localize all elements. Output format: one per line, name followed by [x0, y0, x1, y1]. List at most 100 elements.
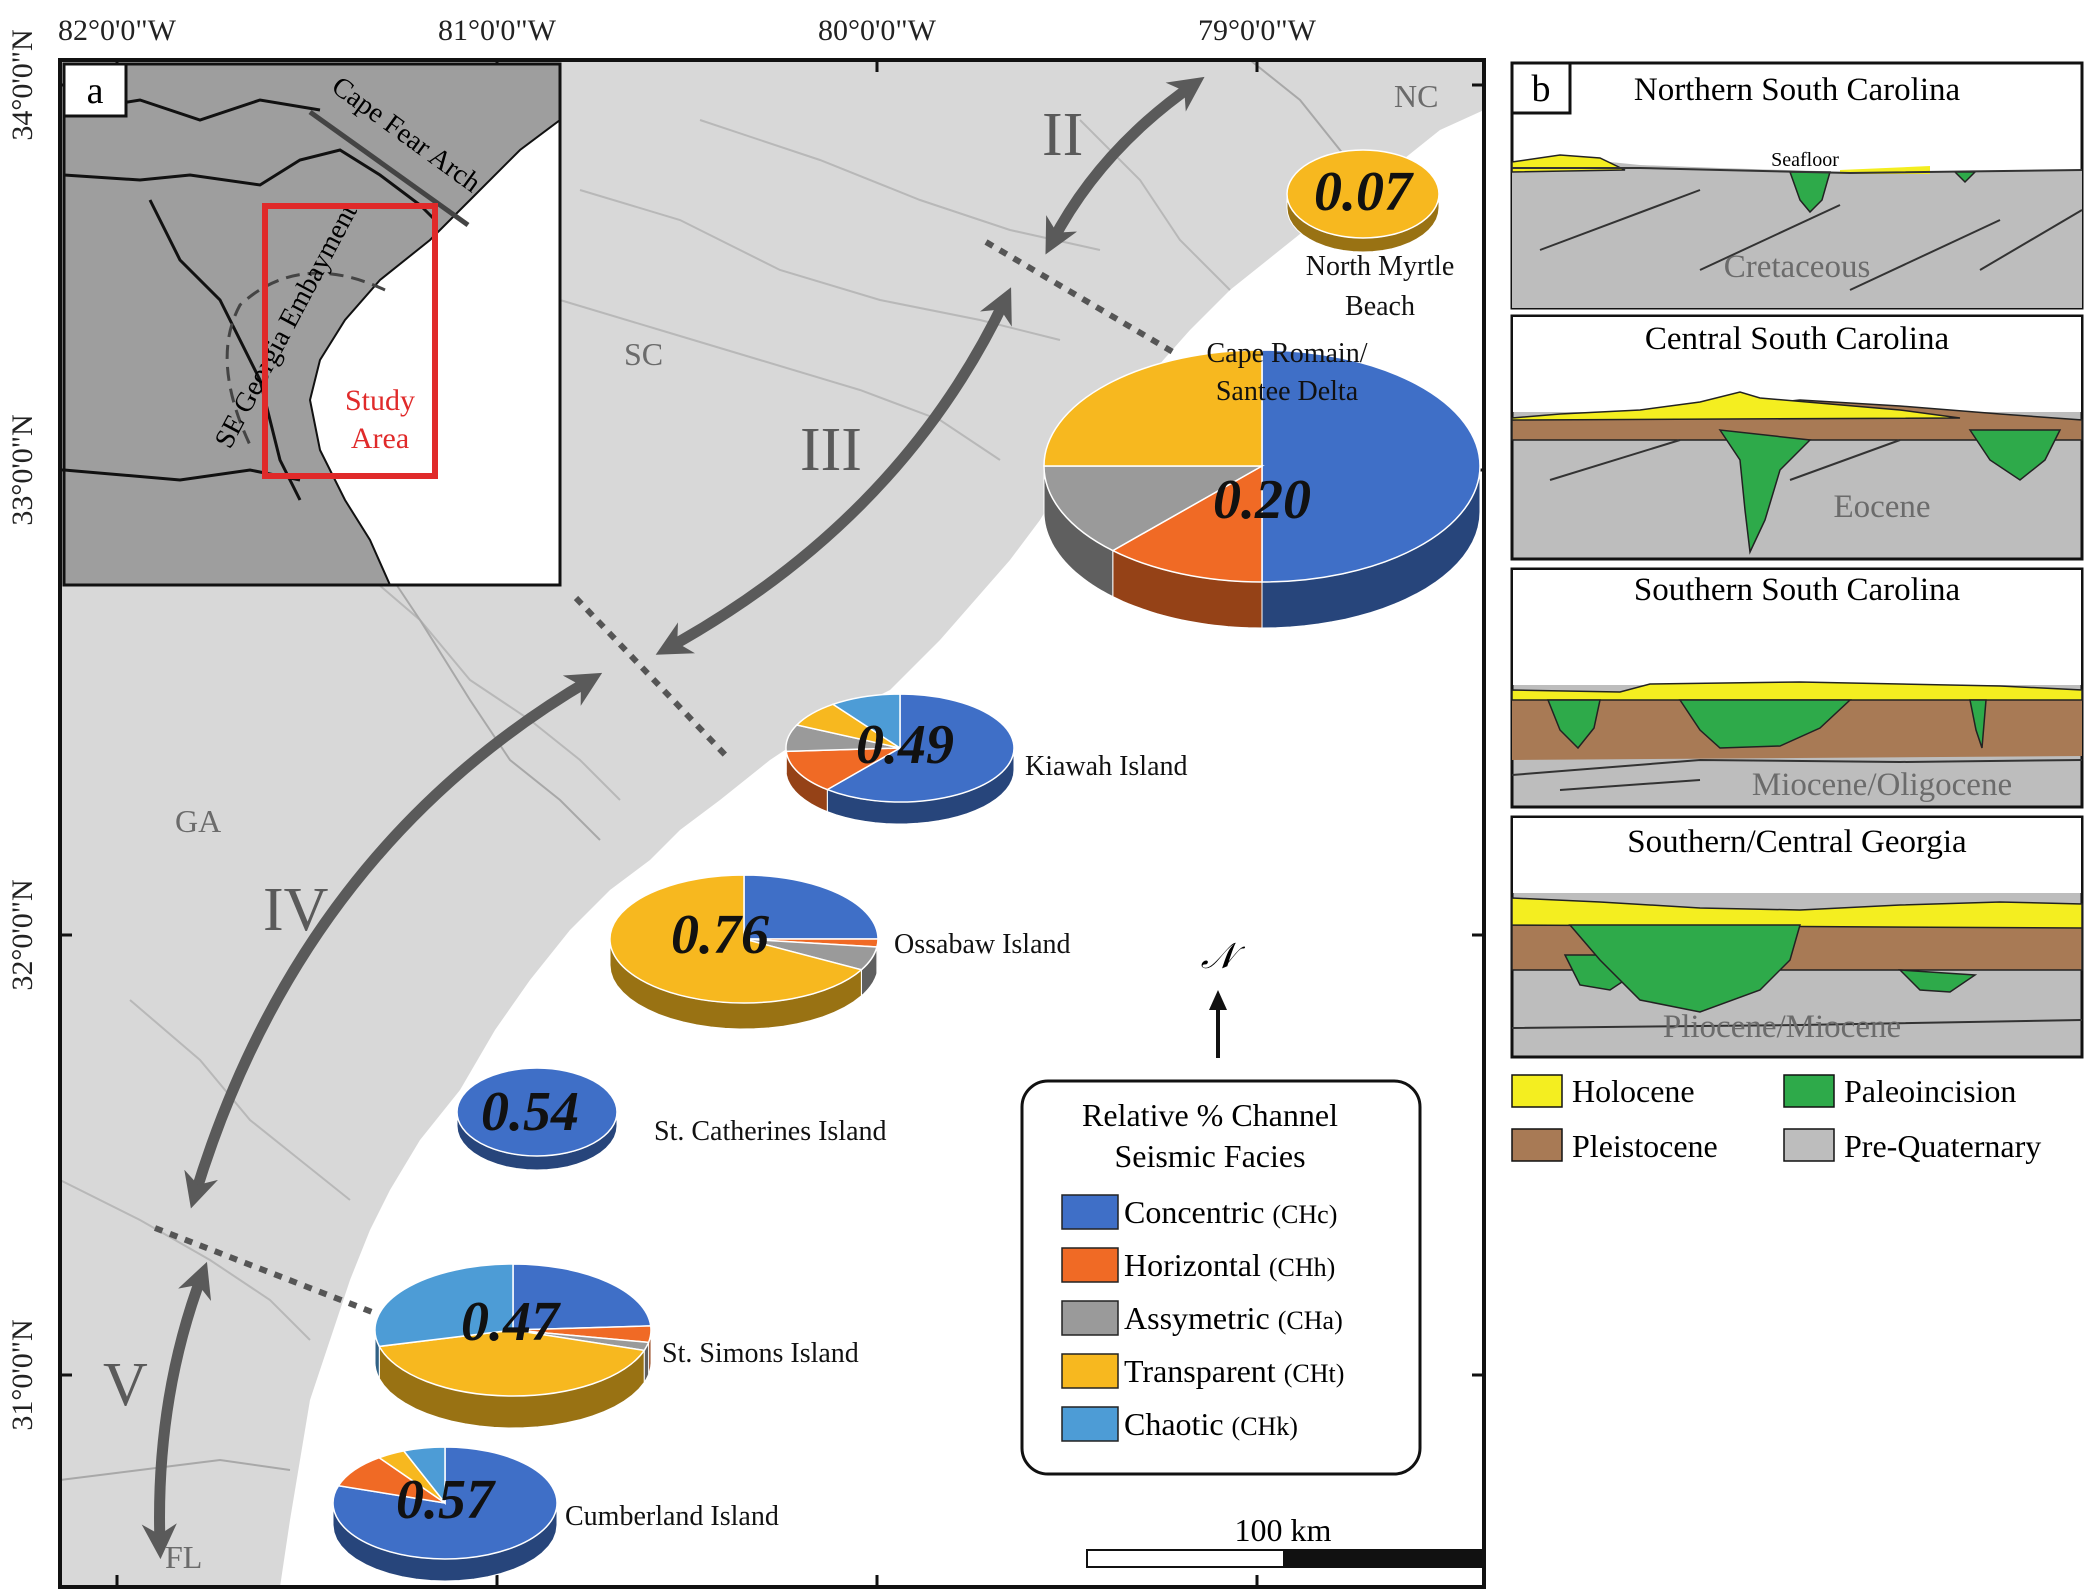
- cross-section-southern-sc: Southern South Carolina Miocene/Oligocen…: [1510, 567, 2084, 809]
- legend-label-pre-quaternary: Pre-Quaternary: [1844, 1128, 2041, 1164]
- inset-map: Cape Fear Arch SE Georgia Embayment Stud…: [62, 62, 562, 587]
- legend-swatch-transparent: [1061, 1353, 1119, 1389]
- stratigraphy-legend: Holocene Paleoincision Pleistocene Pre-Q…: [1511, 1073, 2041, 1164]
- cross-section-northern-sc: Seafloor Northern South Carolina Cretace…: [1510, 61, 2084, 310]
- pie-slice-transparent: [1043, 349, 1263, 467]
- pie-chart: 0.07: [1286, 149, 1440, 253]
- region-arrows: [141, 76, 1205, 1560]
- legend-label-assymetric: Assymetric (CHa): [1124, 1300, 1343, 1336]
- section-title: Central South Carolina: [1645, 321, 1950, 357]
- section-unit: Eocene: [1833, 489, 1930, 525]
- longitude-label: 82°0'0"W: [58, 14, 177, 47]
- pie-value-label: 0.47: [461, 1291, 561, 1353]
- latitude-label: 33°0'0"N: [6, 414, 39, 525]
- pie-chart: 0.76: [609, 874, 879, 1030]
- latitude-label: 34°0'0"N: [6, 29, 39, 140]
- embayment-arc: [225, 271, 386, 446]
- site-label-north-myrtle-beach: Beach: [1345, 291, 1415, 322]
- panel-label-b: b: [1532, 68, 1551, 110]
- pie-slice-chaotic: [402, 1446, 446, 1506]
- legend-swatch-assymetric: [1061, 1300, 1119, 1336]
- region-label-v: V: [103, 1351, 148, 1419]
- pie-slice-concentric: [825, 693, 1015, 803]
- legend-swatch-paleoincision: [1783, 1074, 1835, 1108]
- longitude-label: 80°0'0"W: [818, 14, 937, 47]
- pie-value-label: 0.20: [1213, 469, 1311, 531]
- site-label-cape-romain: Cape Romain/: [1207, 338, 1368, 369]
- region-arrow-iii: [655, 287, 1012, 655]
- coordinate-labels: 82°0'0"W 81°0'0"W 80°0'0"W 79°0'0"W 34°0…: [6, 14, 1317, 1431]
- state-label-sc: SC: [624, 336, 663, 372]
- latitude-label: 32°0'0"N: [6, 879, 39, 990]
- inset-label-study: Study: [345, 384, 415, 417]
- site-label-north-myrtle-beach: North Myrtle: [1306, 251, 1455, 282]
- region-boundary-line: [573, 595, 733, 763]
- pie-slice-concentric: [512, 1263, 652, 1331]
- latitude-label: 31°0'0"N: [6, 1319, 39, 1430]
- section-unit: Miocene/Oligocene: [1752, 767, 2012, 803]
- panel-b: Seafloor Northern South Carolina Cretace…: [1510, 61, 2084, 1164]
- section-unit: Cretaceous: [1724, 249, 1871, 285]
- site-label-kiawah-island: Kiawah Island: [1025, 751, 1188, 782]
- pie-slice-horizontal: [1111, 464, 1263, 583]
- region-arrow-v: [141, 1261, 212, 1560]
- pie-value-label: 0.54: [481, 1081, 579, 1143]
- pie-slice-concentric: [456, 1067, 618, 1157]
- legend-label-holocene: Holocene: [1572, 1073, 1695, 1109]
- region-boundary-line: [984, 239, 1180, 358]
- pie-chart: 0.49: [785, 693, 1015, 825]
- site-labels: North Myrtle Beach Cape Romain/ Santee D…: [565, 251, 1454, 1532]
- cross-section-southern-central-ga: Southern/Central Georgia Pliocene/Miocen…: [1510, 815, 2084, 1059]
- pie-chart: 0.57: [332, 1446, 558, 1582]
- legend-swatch-pleistocene: [1511, 1128, 1563, 1162]
- legend-label-chaotic: Chaotic (CHk): [1124, 1406, 1298, 1442]
- legend-label-concentric: Concentric (CHc): [1124, 1194, 1337, 1230]
- pie-chart: 0.54: [456, 1067, 618, 1171]
- pie-slice-assymetric: [1043, 465, 1265, 552]
- pie-slice-transparent: [609, 874, 863, 1004]
- pie-slice-transparent: [378, 1329, 646, 1397]
- legend-swatch-horizontal: [1061, 1247, 1119, 1283]
- map-frame: [58, 58, 1486, 1589]
- site-label-cape-romain: Santee Delta: [1216, 376, 1359, 407]
- longitude-label: 81°0'0"W: [438, 14, 557, 47]
- cross-section-central-sc: Central South Carolina Eocene: [1510, 314, 2084, 561]
- legend-swatch-concentric: [1061, 1194, 1119, 1230]
- legend-label-paleoincision: Paleoincision: [1844, 1073, 2016, 1109]
- pie-slice-horizontal: [785, 747, 901, 791]
- inset-land: [64, 64, 560, 585]
- pie-value-label: 0.07: [1314, 161, 1414, 223]
- pie-slice-chaotic: [831, 693, 901, 750]
- section-unit: Pliocene/Miocene: [1663, 1009, 1901, 1045]
- region-boundaries: [153, 239, 1180, 1315]
- pie-slice-concentric: [1261, 349, 1481, 583]
- region-label-iii: III: [800, 416, 862, 484]
- inset-state-boundary: [148, 199, 302, 501]
- pie-value-label: 0.76: [671, 904, 769, 966]
- inset-state-boundary: [64, 148, 437, 222]
- state-label-ga: GA: [175, 803, 221, 839]
- region-labels: II III IV V: [103, 101, 1083, 1419]
- pie-slice-transparent: [1286, 149, 1440, 239]
- section-title: Southern/Central Georgia: [1627, 824, 1967, 860]
- legend-label-transparent: Transparent (CHt): [1124, 1353, 1344, 1389]
- legend-label-horizontal: Horizontal (CHh): [1124, 1247, 1335, 1283]
- legend-swatch-pre-quaternary: [1783, 1128, 1835, 1162]
- legend-title: Seismic Facies: [1114, 1138, 1305, 1174]
- scale-label: 100 km: [1235, 1512, 1332, 1548]
- study-area-box: [262, 203, 438, 479]
- site-label-ossabaw-island: Ossabaw Island: [894, 929, 1071, 960]
- legend-title: Relative % Channel: [1082, 1097, 1338, 1133]
- section-title: Southern South Carolina: [1634, 572, 1961, 608]
- panel-a-map: NC SC GA FL II III IV V 0.07 0.20 0.49 0.76…: [58, 58, 1486, 1589]
- inset-label-area: Area: [351, 422, 409, 455]
- section-title: Northern South Carolina: [1634, 72, 1961, 108]
- site-label-st-simons-island: St. Simons Island: [662, 1338, 859, 1369]
- region-label-ii: II: [1042, 101, 1083, 169]
- region-boundary-line: [153, 1225, 374, 1315]
- state-label-nc: NC: [1394, 78, 1438, 114]
- pie-value-label: 0.49: [856, 714, 954, 776]
- legend-label-pleistocene: Pleistocene: [1572, 1128, 1718, 1164]
- state-label-fl: FL: [165, 1539, 202, 1575]
